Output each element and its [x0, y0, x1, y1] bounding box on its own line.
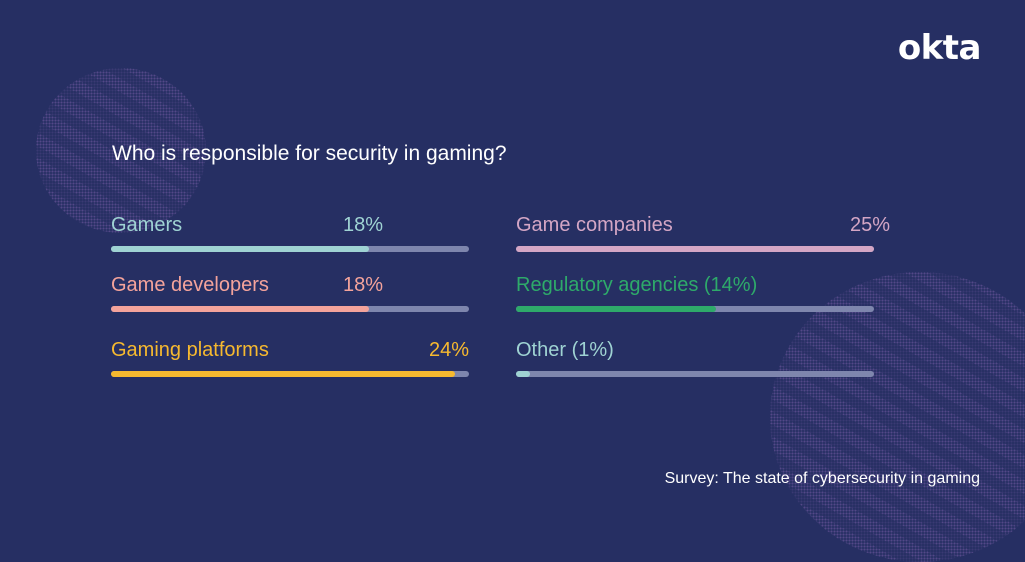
bar-fill: [516, 246, 874, 252]
decorative-pixel-globe-right: [770, 272, 1025, 562]
bar-label-row: Game companies 25%: [516, 214, 890, 240]
bar-label: Gamers: [111, 214, 183, 236]
bar-track: [111, 371, 469, 377]
bar-item-game-companies: Game companies 25%: [516, 214, 890, 252]
bar-fill: [111, 371, 455, 377]
decorative-pixel-globe-left: [36, 68, 206, 233]
bar-label-row: Gamers 18%: [111, 214, 469, 240]
bar-item-other-1: Other (1%): [516, 339, 874, 377]
bar-value-label: 24%: [428, 339, 469, 361]
bar-fill: [516, 371, 531, 377]
bar-track: [516, 306, 874, 312]
bar-fill: [111, 246, 369, 252]
bar-value-label: 25%: [849, 214, 890, 236]
bar-label-row: Other (1%): [516, 339, 874, 365]
chart-title: Who is responsible for security in gamin…: [112, 142, 507, 165]
bar-value-label: 18%: [342, 274, 383, 296]
bar-item-gaming-platforms: Gaming platforms 24%: [111, 339, 469, 377]
bar-track: [516, 371, 874, 377]
bar-label: Gaming platforms: [111, 339, 269, 361]
bar-label-row: Regulatory agencies (14%): [516, 274, 874, 300]
bar-item-gamers: Gamers 18%: [111, 214, 469, 252]
bar-label: Other (1%): [516, 339, 614, 361]
bar-item-game-developers: Game developers 18%: [111, 274, 469, 312]
bar-label: Game companies: [516, 214, 673, 236]
bar-item-regulatory-agencies-14: Regulatory agencies (14%): [516, 274, 874, 312]
bar-label: Game developers: [111, 274, 269, 296]
bar-fill: [111, 306, 369, 312]
okta-logo: okta: [897, 28, 982, 68]
bar-track: [111, 246, 469, 252]
bar-value-label: 18%: [342, 214, 383, 236]
bar-track: [516, 246, 874, 252]
bar-fill: [516, 306, 717, 312]
bar-label-row: Gaming platforms 24%: [111, 339, 469, 365]
bar-label: Regulatory agencies (14%): [516, 274, 758, 296]
bar-track: [111, 306, 469, 312]
survey-source-caption: Survey: The state of cybersecurity in ga…: [664, 470, 980, 487]
bar-label-row: Game developers 18%: [111, 274, 469, 300]
